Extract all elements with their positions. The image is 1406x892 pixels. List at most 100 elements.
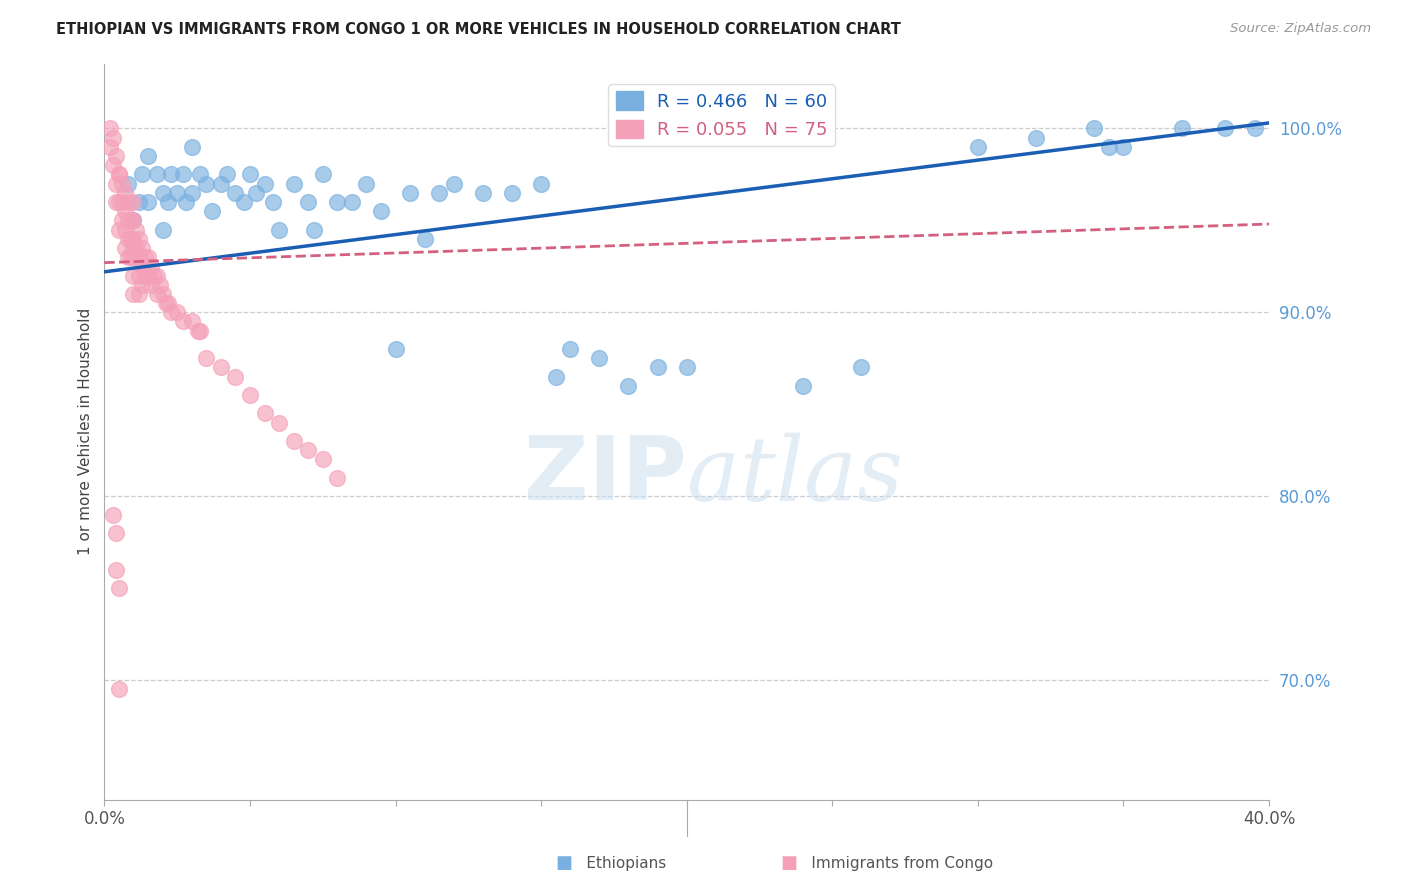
Point: [101, 130, 124, 145]
Point: [501, 186, 523, 200]
Point: [128, 194, 150, 209]
Point: [101, 158, 124, 172]
Point: [105, 177, 128, 191]
Point: [122, 232, 145, 246]
Point: [588, 351, 610, 366]
Point: [267, 222, 290, 236]
Point: [114, 204, 136, 219]
Point: [125, 241, 148, 255]
Point: [195, 177, 218, 191]
Point: [122, 194, 145, 209]
Point: [136, 149, 159, 163]
Point: [370, 204, 392, 219]
Point: [157, 194, 180, 209]
Point: [152, 286, 174, 301]
Point: [302, 222, 325, 236]
Point: [111, 177, 134, 191]
Point: [152, 186, 174, 200]
Point: [166, 186, 188, 200]
Point: [108, 222, 131, 236]
Point: [142, 268, 165, 283]
Point: [160, 305, 183, 319]
Point: [160, 167, 183, 181]
Point: [172, 314, 194, 328]
Text: ■: ■: [555, 855, 572, 872]
Point: [108, 167, 131, 181]
Point: [155, 296, 177, 310]
Point: [146, 268, 169, 283]
Point: [443, 177, 465, 191]
Point: [1215, 121, 1237, 136]
Point: [157, 296, 180, 310]
Point: [111, 213, 134, 227]
Point: [136, 268, 159, 283]
Point: [1170, 121, 1192, 136]
Point: [174, 194, 197, 209]
Point: [312, 452, 335, 467]
Point: [105, 149, 128, 163]
Point: [120, 213, 142, 227]
Point: [356, 177, 378, 191]
Point: [209, 177, 232, 191]
Point: [172, 167, 194, 181]
Point: [1025, 130, 1047, 145]
Point: [128, 268, 150, 283]
Point: [1098, 140, 1121, 154]
Point: [117, 250, 139, 264]
Text: Immigrants from Congo: Immigrants from Congo: [787, 856, 994, 871]
Point: [239, 167, 262, 181]
Point: [166, 305, 188, 319]
Point: [122, 213, 145, 227]
Point: [120, 232, 142, 246]
Point: [224, 186, 246, 200]
Point: [108, 194, 131, 209]
Point: [114, 222, 136, 236]
Point: [134, 250, 156, 264]
Point: [792, 379, 814, 393]
Point: [239, 388, 262, 402]
Point: [190, 167, 212, 181]
Point: [1083, 121, 1105, 136]
Point: [326, 194, 349, 209]
Point: [384, 342, 406, 356]
Point: [180, 186, 202, 200]
Text: atlas: atlas: [686, 433, 903, 519]
Point: [297, 443, 319, 458]
Point: [283, 177, 305, 191]
Point: [139, 277, 162, 292]
Point: [967, 140, 990, 154]
Point: [108, 581, 131, 595]
Text: ETHIOPIAN VS IMMIGRANTS FROM CONGO 1 OR MORE VEHICLES IN HOUSEHOLD CORRELATION C: ETHIOPIAN VS IMMIGRANTS FROM CONGO 1 OR …: [56, 22, 901, 37]
Point: [101, 508, 124, 522]
Point: [139, 260, 162, 274]
Point: [108, 167, 131, 181]
Point: [131, 241, 153, 255]
Point: [122, 250, 145, 264]
Point: [131, 167, 153, 181]
Point: [187, 324, 209, 338]
Point: [149, 277, 172, 292]
Point: [180, 140, 202, 154]
Point: [114, 241, 136, 255]
Point: [340, 194, 363, 209]
Point: [146, 167, 169, 181]
Point: [560, 342, 582, 356]
Point: [98, 121, 121, 136]
Point: [1243, 121, 1265, 136]
Point: [114, 186, 136, 200]
Y-axis label: 1 or more Vehicles in Household: 1 or more Vehicles in Household: [79, 308, 93, 556]
Point: [131, 277, 153, 292]
Point: [122, 213, 145, 227]
Point: [128, 250, 150, 264]
Point: [134, 268, 156, 283]
Point: [399, 186, 422, 200]
Point: [1112, 140, 1135, 154]
Point: [215, 167, 238, 181]
Point: [262, 194, 284, 209]
Point: [190, 324, 212, 338]
Point: [233, 194, 256, 209]
Point: [131, 260, 153, 274]
Point: [122, 286, 145, 301]
Point: [224, 369, 246, 384]
Point: [136, 194, 159, 209]
